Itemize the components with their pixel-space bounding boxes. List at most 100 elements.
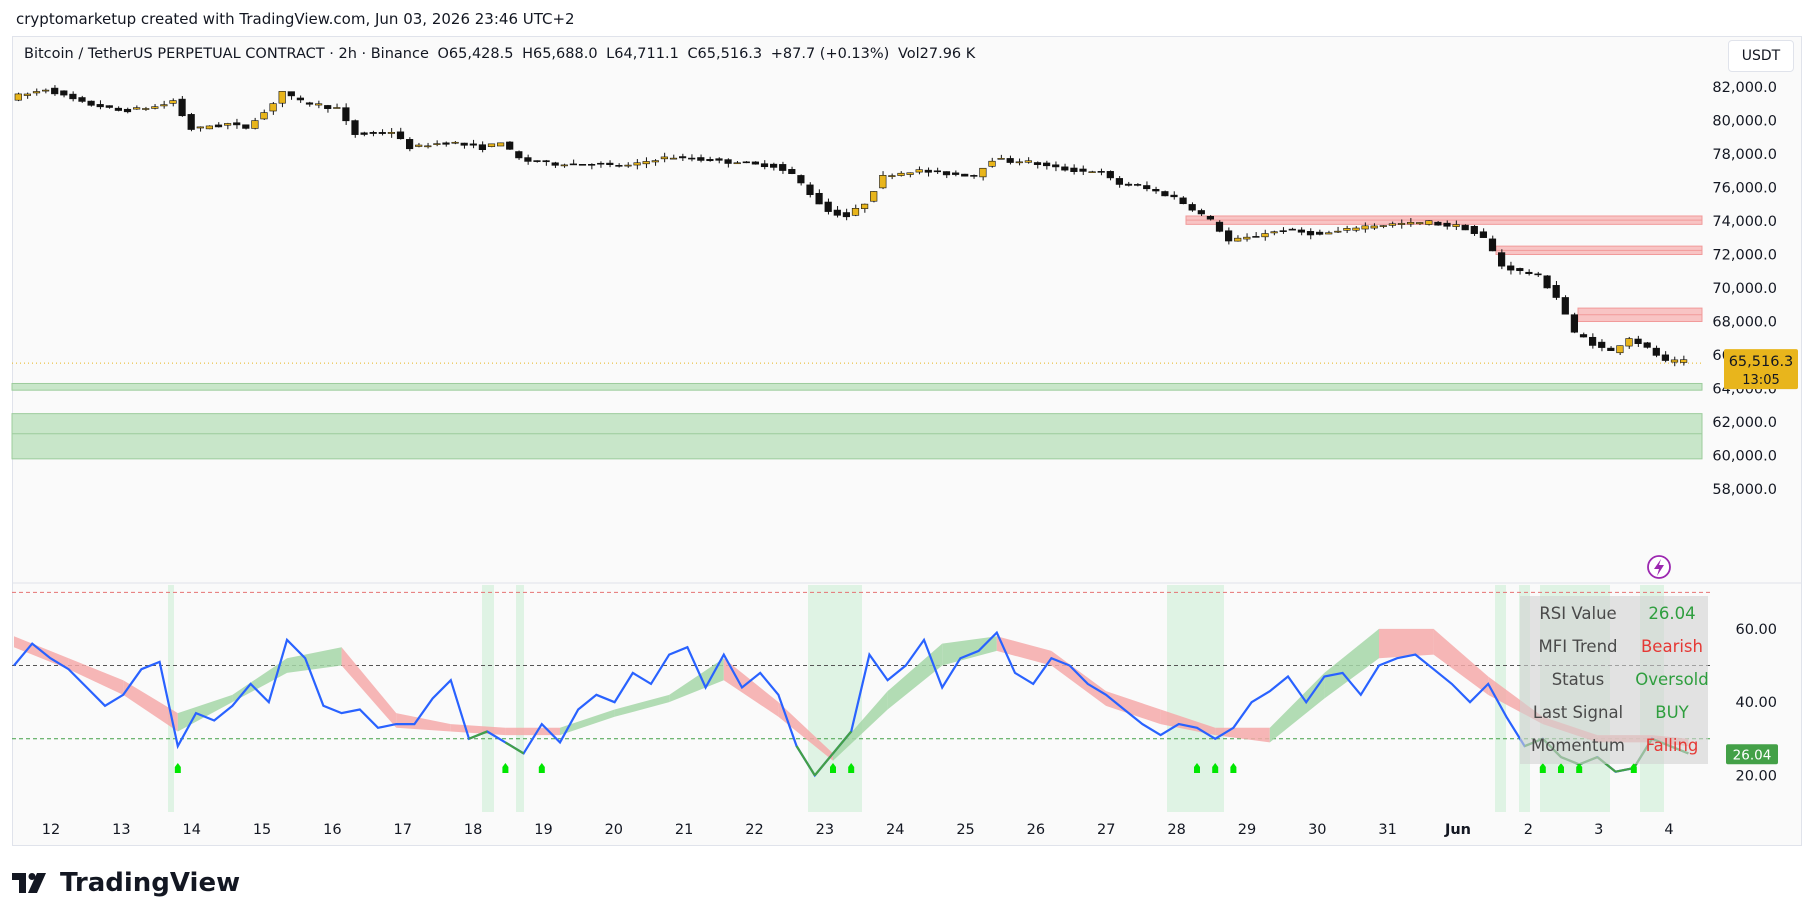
candle-body — [1388, 223, 1396, 226]
candle — [660, 152, 668, 163]
candle-body — [1334, 230, 1342, 233]
candle — [460, 142, 468, 149]
candle-body — [196, 126, 204, 129]
rsi-panel-value: Bearish — [1640, 637, 1703, 656]
candle-body — [797, 175, 805, 184]
candle-body — [360, 132, 368, 135]
candle — [1561, 295, 1569, 315]
candle — [187, 112, 195, 132]
candle — [915, 166, 923, 175]
candle — [997, 154, 1005, 160]
currency-button[interactable]: USDT — [1728, 40, 1794, 72]
candle — [1052, 161, 1060, 172]
candle — [1088, 170, 1096, 173]
candle — [1206, 215, 1214, 221]
candle-body — [1288, 228, 1296, 231]
time-tick-label: Jun — [1444, 822, 1471, 838]
candle-body — [1552, 285, 1560, 298]
candle-body — [1416, 222, 1424, 225]
candle-body — [906, 172, 914, 175]
candle-body — [815, 192, 823, 205]
candle — [242, 124, 250, 130]
candle-body — [87, 100, 95, 106]
mfi-band-segment — [232, 658, 287, 703]
candle — [1525, 269, 1533, 276]
candle — [487, 143, 496, 148]
candle-body — [524, 157, 532, 162]
time-tick-label: 13 — [112, 822, 130, 838]
candle-body — [1070, 167, 1078, 172]
candle-body — [1352, 227, 1360, 231]
candle-body — [314, 103, 323, 106]
candle-body — [806, 184, 814, 195]
candle-body — [669, 157, 678, 160]
candle-body — [1234, 237, 1242, 242]
candle — [469, 139, 477, 149]
candle-body — [305, 102, 314, 105]
candle-body — [1443, 222, 1451, 227]
candle-body — [915, 169, 923, 173]
time-tick-label: 31 — [1378, 822, 1396, 838]
candle — [196, 126, 204, 132]
candle-body — [842, 212, 850, 218]
candle — [233, 118, 241, 129]
rsi-tick-label: 60.00 — [1735, 622, 1777, 638]
candle — [415, 142, 423, 148]
time-tick-label: 25 — [956, 822, 974, 838]
symbol-legend[interactable]: Bitcoin / TetherUS PERPETUAL CONTRACT · … — [24, 46, 979, 62]
ohlc-change: +87.7 (+0.13%) — [770, 46, 890, 62]
mfi-band-segment — [341, 647, 397, 728]
mfi-band-segment — [1269, 672, 1325, 743]
candle — [1579, 332, 1588, 338]
candle — [1188, 202, 1196, 212]
candle-body — [496, 142, 505, 147]
candle — [478, 141, 487, 153]
candle-body — [1452, 224, 1460, 227]
candle — [1470, 225, 1478, 236]
price-tick-label: 80,000.0 — [1712, 114, 1777, 130]
rsi-panel-label: Momentum — [1530, 736, 1625, 755]
candle — [260, 109, 268, 120]
rsi-panel-label: RSI Value — [1539, 604, 1617, 623]
candle-body — [69, 93, 77, 100]
rsi-panel-value: BUY — [1655, 703, 1689, 722]
rsi-panel-value: Falling — [1645, 736, 1699, 755]
candle — [1097, 168, 1105, 176]
candle — [1079, 165, 1087, 176]
candle-body — [533, 160, 541, 162]
candle — [287, 91, 295, 100]
candle-body — [979, 167, 987, 178]
candle-body — [405, 139, 414, 150]
candle-body — [251, 120, 259, 129]
mfi-band-segment — [942, 636, 997, 666]
candle — [906, 172, 914, 178]
candle — [1197, 208, 1205, 216]
candle — [1652, 345, 1660, 358]
ohlc-open: O65,428.5 — [437, 46, 514, 62]
candle-body — [1206, 216, 1214, 220]
candle-body — [460, 142, 468, 146]
candle-body — [988, 160, 996, 167]
time-tick-label: 19 — [534, 822, 552, 838]
candle — [651, 159, 659, 166]
candle-body — [260, 112, 268, 120]
candle — [860, 203, 869, 213]
candle-body — [879, 175, 887, 189]
candle-body — [451, 141, 459, 144]
candle — [615, 163, 623, 168]
symbol-name[interactable]: Bitcoin / TetherUS PERPETUAL CONTRACT · … — [24, 46, 429, 62]
candle-body — [1097, 171, 1105, 173]
candle-body — [706, 159, 714, 162]
candle — [578, 164, 587, 166]
candle-body — [224, 123, 232, 126]
candle — [970, 174, 978, 179]
candle-body — [187, 114, 195, 130]
candle — [1534, 271, 1542, 277]
candle-body — [1115, 178, 1123, 185]
candle — [797, 174, 805, 186]
candle — [1143, 181, 1151, 192]
rsi-tick-label: 40.00 — [1735, 695, 1777, 711]
tradingview-brand[interactable]: TradingView — [12, 868, 240, 898]
candle-body — [324, 105, 332, 109]
